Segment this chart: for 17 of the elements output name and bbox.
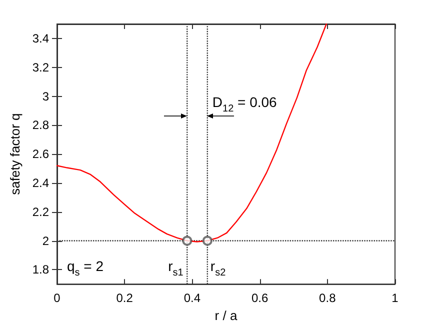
y-tick-label: 2.4: [32, 176, 50, 190]
y-tick-label: 2.2: [32, 204, 50, 219]
y-tick-label: 3.2: [32, 60, 50, 74]
x-tick-label: 1: [392, 291, 399, 306]
y-tick-label: 2: [42, 234, 50, 248]
x-tick-label: 0.8: [319, 291, 336, 306]
x-tick-label: 0.4: [184, 291, 201, 306]
y-tick-label: 3.4: [32, 31, 50, 46]
x-tick-label: 0.2: [116, 291, 134, 306]
x-tick-label: 0: [54, 291, 61, 306]
y-tick-label: 3: [42, 89, 50, 104]
y-tick-label: 1.8: [32, 262, 50, 277]
y-tick-label: 2.8: [32, 118, 50, 132]
x-axis-title: r / a: [214, 308, 238, 323]
y-tick-label: 2.6: [32, 147, 50, 162]
y-axis-title: safety factor q: [7, 113, 22, 195]
x-tick-label: 0.6: [251, 291, 268, 306]
